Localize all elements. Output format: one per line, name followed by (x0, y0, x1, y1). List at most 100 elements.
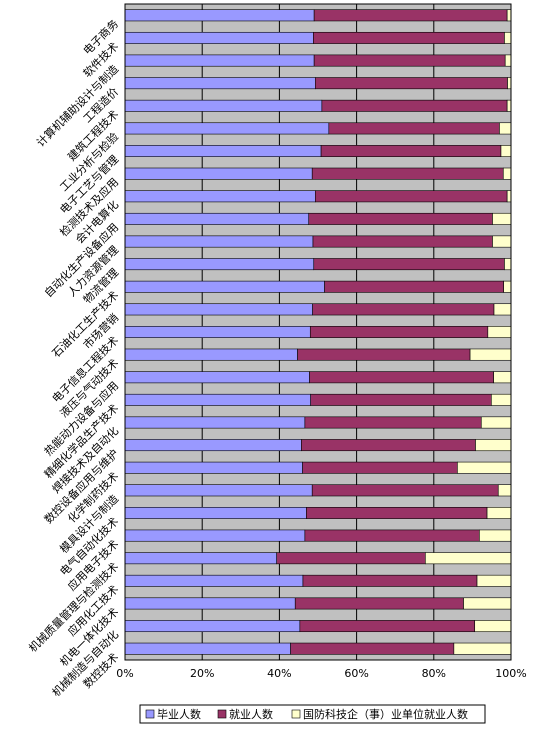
bar-segment (124, 574, 304, 587)
bar-segment (124, 122, 330, 135)
bar-segment (309, 371, 494, 384)
bar-segment (297, 348, 471, 361)
legend-box (139, 704, 486, 724)
bar-segment (486, 507, 512, 519)
bar-segment (124, 326, 311, 338)
x-tick-label: 0% (116, 667, 133, 680)
bar-segment (475, 439, 512, 452)
bar-segment (124, 54, 315, 67)
bar-segment (124, 552, 277, 565)
bar-segment (502, 167, 512, 180)
bar-segment (124, 371, 310, 384)
bar-segment (124, 235, 314, 248)
bar-segment (294, 597, 464, 610)
legend-label: 国防科技企（事）业单位就业人数 (303, 707, 468, 721)
bar-segment (304, 529, 480, 542)
bar-segment (311, 484, 499, 497)
bar-segment (312, 303, 495, 316)
bar-segment (313, 31, 505, 44)
x-tick-label: 20% (190, 667, 214, 680)
bar-segment (324, 280, 504, 293)
bar-segment (313, 9, 508, 22)
bar-segment (503, 280, 512, 293)
bar-segment (308, 212, 493, 225)
bar-segment (276, 552, 426, 565)
bar-segment (124, 348, 298, 361)
bar-segment (492, 235, 512, 248)
legend: 毕业人数 就业人数 国防科技企（事）业单位就业人数 (139, 704, 486, 724)
bar-segment (124, 484, 313, 497)
bar-segment (504, 31, 512, 44)
bar-segment (124, 439, 302, 452)
bar-segment (474, 620, 512, 633)
x-tick-label: 80% (422, 667, 446, 680)
x-tick-label: 40% (267, 667, 291, 680)
bar-segment (479, 529, 512, 542)
bar-segment (311, 167, 504, 180)
bar-segment (124, 642, 291, 655)
x-tick-label: 60% (344, 667, 368, 680)
bar-segment (309, 326, 489, 338)
plot-frame (124, 3, 512, 661)
bar-segment (124, 303, 313, 316)
bar-segment (313, 258, 505, 271)
bar-segment (320, 145, 502, 157)
bar-segment (507, 77, 512, 90)
bar-segment (506, 190, 512, 203)
bar-segment (504, 258, 512, 271)
bar-segment (306, 507, 488, 519)
bar-segment (124, 597, 296, 610)
legend-swatch (217, 709, 227, 719)
bar-segment (301, 439, 476, 452)
legend-label: 就业人数 (229, 707, 273, 721)
legend-swatch (291, 709, 301, 719)
bar-segment (124, 212, 310, 225)
bar-segment (313, 54, 506, 67)
bar-segment (506, 9, 512, 22)
bar-segment (302, 574, 478, 587)
bar-segment (124, 507, 307, 519)
bar-segment (506, 99, 512, 112)
bar-segment (328, 122, 500, 135)
bar-segment (480, 416, 512, 429)
bar-segment (497, 484, 512, 497)
bar-segment (124, 280, 325, 293)
bar-segment (469, 348, 512, 361)
bar-segment (314, 77, 508, 90)
bar-segment (493, 303, 512, 316)
bar-segment (290, 642, 455, 655)
bar-segment (487, 326, 512, 338)
bars (124, 9, 512, 655)
bar-segment (457, 461, 512, 474)
legend-swatch (145, 709, 155, 719)
bar-segment (504, 54, 512, 67)
bar-segment (493, 371, 512, 384)
bar-segment (299, 620, 476, 633)
bar-segment (500, 145, 512, 157)
bar-segment (492, 212, 512, 225)
x-tick-labels: 0% 20% 40% 60% 80% 100% (116, 667, 526, 680)
bar-segment (124, 416, 306, 429)
bar-segment (124, 258, 315, 271)
bar-segment (124, 31, 314, 44)
bar-segment (310, 393, 492, 406)
bar-segment (124, 529, 306, 542)
bar-segment (124, 461, 303, 474)
bar-segment (124, 190, 316, 203)
bar-segment (476, 574, 512, 587)
bar-segment (453, 642, 512, 655)
bar-segment (124, 393, 311, 406)
bar-segment (425, 552, 512, 565)
bar-segment (124, 9, 315, 22)
bar-segment (124, 77, 316, 90)
bar-segment (463, 597, 512, 610)
bar-segment (304, 416, 482, 429)
bar-segment (312, 235, 493, 248)
axes (124, 3, 512, 661)
legend-label: 毕业人数 (157, 708, 201, 721)
bar-segment (321, 99, 508, 112)
bar-segment (124, 145, 322, 157)
bar-segment (302, 461, 458, 474)
category-labels: 电子商务软件技术计算机辅助设计与制造工程造价建筑工程技术工业分析与检验电子工艺与… (26, 17, 121, 700)
